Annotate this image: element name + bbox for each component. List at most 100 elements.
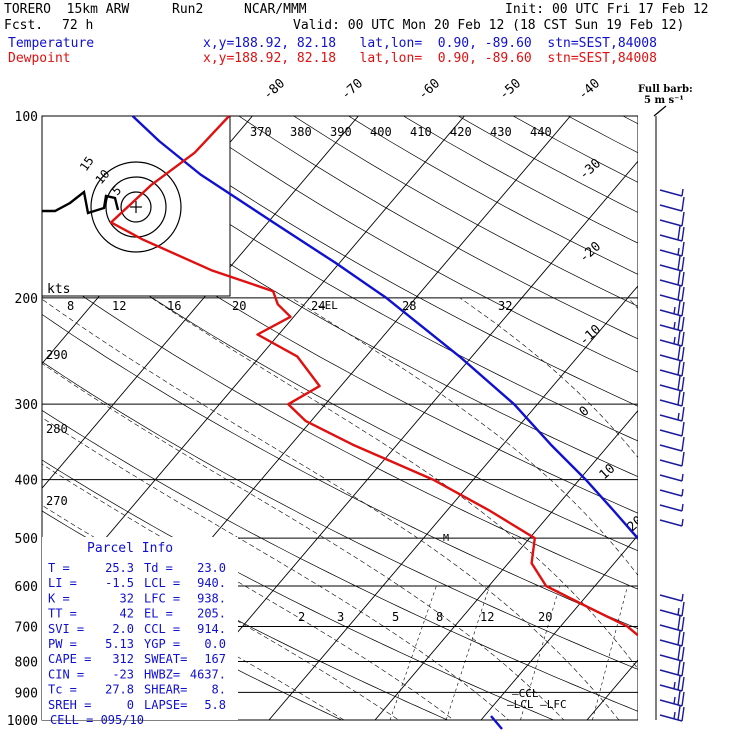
wind-barb-flag [677,255,681,271]
pressure-label: 900 [15,686,38,701]
parcel-info-label: PW = [48,637,77,651]
parcel-info-cell: CELL = 095/10 [50,713,144,727]
theta-label: 440 [530,125,552,139]
wind-barb-flag [681,421,685,437]
wind-barb [659,188,684,197]
dry-adiabat [42,267,638,590]
parcel-info-label: LCL = [144,576,180,590]
dry-adiabat [42,222,638,552]
wind-barb-flag [681,316,685,332]
wind-barb-shaft [659,189,683,197]
hodograph-units: kts [47,282,70,297]
parcel-info-label: TT = [48,607,77,621]
mixing-ratio-label: 2 [298,610,305,624]
wind-barb-shaft [659,444,683,452]
wind-barb [659,451,685,467]
wind-barb-flag [681,226,685,242]
parcel-info-value: -1.5 [105,576,134,590]
wind-barb [659,255,685,272]
parcel-info-value: 42 [120,607,134,621]
wind-barb-half [681,518,684,527]
parcel-info-label: SHEAR= [144,683,187,697]
wind-barb-flag [681,286,685,302]
wind-barb [659,488,684,497]
wind-barb-half [673,711,676,720]
wind-barb-flag [677,360,681,376]
theta-label: 400 [370,125,392,139]
wind-barb [659,421,685,437]
wind-barb-flag [677,330,681,346]
parcel-info-value: 8. [212,683,226,697]
parcel-info-label: CIN = [48,667,84,681]
wind-barb-flag [677,630,681,646]
wind-barb [659,601,685,617]
parcel-info-panel [42,537,238,720]
surface-temperature-segment [490,715,503,730]
isotherm-label: -30 [577,156,604,183]
parcel-info-value: 23.0 [197,561,226,575]
parcel-info-value: 938. [197,591,226,605]
wind-barb-flag [677,270,681,286]
wind-barb [659,196,685,212]
center-label: NCAR/MMM [244,2,307,17]
parcel-info-label: LI = [48,576,77,590]
wind-barb-flag [681,196,685,212]
wind-barb-flag [677,345,681,361]
wind-barb-flag [677,675,681,691]
wind-barb-flag [681,631,685,647]
parcel-info-label: CCL = [144,622,180,636]
parcel-info-value: 0.0 [204,637,226,651]
wind-barb [659,390,685,407]
wind-barb-flag [681,616,685,632]
theta-label: 420 [450,125,472,139]
wind-barb-flag [681,271,685,287]
dry-adiabat [42,459,555,720]
forecast-label: Fcst. [4,18,44,33]
hodograph-trace [42,189,120,215]
dry-adiabat-label: 280 [46,422,68,436]
wind-barb-flag [677,645,681,661]
wind-barb-half [673,681,676,690]
valid-time: Valid: 00 UTC Mon 20 Feb 12 (18 CST Sun … [293,18,685,33]
wind-barb-flag [681,406,685,422]
parcel-info-label: CAPE = [48,652,91,666]
theta-label: 410 [410,125,432,139]
wind-barb-flag [681,241,685,257]
wind-barb-shaft [659,489,683,497]
wind-barb [659,518,684,527]
mixing-ratio-label: 20 [232,299,246,313]
wind-barb-half [673,336,676,345]
wind-barb-flag [681,301,685,317]
dry-adiabat [42,177,638,514]
mixing-ratio-line [445,585,490,720]
parcel-info-value: 205. [197,607,226,621]
isotherm-line [374,409,638,720]
pressure-label: 300 [15,398,38,413]
isotherm-line [162,160,638,720]
parcel-info-label: SREH = [48,698,91,712]
parcel-info-label: SWEAT= [144,652,187,666]
barb-panel-bg [638,80,740,740]
parcel-info-value: 32 [120,591,134,605]
theta-label: 430 [490,125,512,139]
mixing-ratio-label: 20 [538,610,552,624]
moist-adiabat [459,297,638,459]
pressure-label: 200 [15,292,38,307]
dry-adiabat-label: 270 [46,494,68,508]
wind-barb-shaft [659,204,683,212]
wind-barb [659,645,685,662]
wind-barb-half [673,306,676,315]
pressure-label: 600 [15,580,38,595]
m-marker: —M [437,533,449,544]
parcel-info-title: Parcel Info [87,541,173,556]
wind-barb-flag [681,331,685,347]
moist-adiabat [151,297,638,670]
dry-adiabat-label: 290 [46,348,68,362]
mixing-ratio-label: 12 [112,299,126,313]
parcel-info-label: K = [48,591,70,605]
hodograph-ring-label: 15 [77,154,97,174]
temperature-location: x,y=188.92, 82.18 lat,lon= 0.90, -89.60 … [203,36,657,51]
mixing-ratio-label: 12 [480,610,494,624]
dry-adiabat [42,361,638,670]
barb-legend-label: Full barb: [638,84,693,95]
